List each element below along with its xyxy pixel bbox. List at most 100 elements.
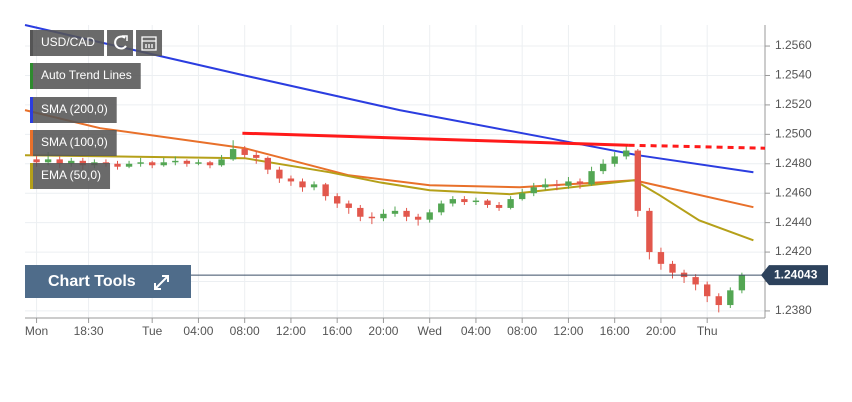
legend-item[interactable]: EMA (50,0) bbox=[30, 163, 111, 189]
candle-body bbox=[264, 157, 271, 170]
legend-item[interactable]: USD/CAD bbox=[30, 30, 105, 56]
candle-body bbox=[576, 181, 584, 185]
candle-body bbox=[380, 213, 387, 219]
y-tick-label: 1.2540 bbox=[775, 68, 812, 82]
candle-body bbox=[669, 263, 676, 273]
candle-body bbox=[507, 199, 514, 208]
candle-body bbox=[565, 181, 572, 186]
candle-body bbox=[634, 150, 641, 211]
y-tick-label: 1.2460 bbox=[775, 185, 812, 199]
x-tick-label: Wed bbox=[417, 324, 441, 338]
last-price-label: 1.24043 bbox=[774, 267, 818, 281]
legend-box bbox=[30, 130, 117, 156]
x-tick-label: 12:00 bbox=[553, 324, 583, 338]
indicator-line bbox=[24, 109, 754, 209]
candle-body bbox=[149, 162, 156, 166]
candle-body bbox=[172, 160, 179, 163]
x-tick-label: 04:00 bbox=[183, 324, 213, 338]
candle-body bbox=[449, 199, 456, 204]
legend-box bbox=[30, 63, 141, 89]
candle-body bbox=[56, 159, 63, 164]
y-tick-label: 1.2520 bbox=[775, 97, 812, 111]
candle-body bbox=[218, 159, 225, 166]
candle-body bbox=[299, 181, 306, 188]
candle-body bbox=[461, 199, 468, 203]
candle-body bbox=[334, 196, 341, 204]
legend-box bbox=[30, 30, 105, 56]
x-tick-label: 20:00 bbox=[646, 324, 676, 338]
candle-body bbox=[657, 252, 665, 264]
refresh-arrow bbox=[122, 35, 128, 41]
candle-body bbox=[553, 184, 561, 186]
trend-projection bbox=[628, 143, 766, 150]
calendar-icon bbox=[141, 36, 157, 51]
candle-body bbox=[322, 184, 329, 197]
x-tick-label: 04:00 bbox=[461, 324, 491, 338]
y-tick-label: 1.2420 bbox=[775, 244, 812, 258]
legend-item[interactable]: Auto Trend Lines bbox=[30, 63, 141, 89]
candle-body bbox=[160, 162, 167, 166]
candle-body bbox=[715, 296, 722, 306]
chart-tools-button[interactable]: Chart Tools bbox=[25, 265, 191, 298]
candle-body bbox=[738, 275, 746, 291]
candle-body bbox=[137, 162, 144, 164]
candle-body bbox=[403, 210, 410, 217]
y-tick-label: 1.2500 bbox=[775, 127, 812, 141]
legend-label: USD/CAD bbox=[41, 35, 95, 49]
expand-icon bbox=[154, 275, 169, 290]
x-tick-label: 16:00 bbox=[600, 324, 630, 338]
legend: USD/CAD Auto Trend Lines SMA (200,0) SMA (1… bbox=[30, 30, 163, 189]
candle-body bbox=[195, 162, 202, 164]
candle-body bbox=[438, 203, 445, 213]
candle-body bbox=[287, 178, 295, 182]
trend-line bbox=[242, 131, 629, 147]
candle-body bbox=[276, 169, 283, 179]
legend-swatch bbox=[30, 97, 33, 123]
candle-body bbox=[646, 210, 653, 253]
toolbar-button[interactable] bbox=[107, 30, 134, 56]
y-tick-label: 1.2440 bbox=[775, 215, 812, 229]
x-tick-label: 08:00 bbox=[507, 324, 537, 338]
refresh-icon bbox=[114, 35, 127, 50]
x-tick-label: 16:00 bbox=[322, 324, 352, 338]
legend-item[interactable]: SMA (100,0) bbox=[30, 130, 117, 156]
y-tick-label: 1.2380 bbox=[775, 303, 812, 317]
x-tick-label: 12:00 bbox=[276, 324, 306, 338]
candle-body bbox=[611, 156, 618, 164]
candle-body bbox=[368, 216, 376, 219]
legend-box bbox=[30, 97, 117, 123]
candle-body bbox=[692, 277, 699, 285]
candle-body bbox=[241, 149, 248, 155]
candle-body bbox=[68, 160, 75, 164]
candle-body bbox=[391, 210, 399, 214]
y-tick-label: 1.2560 bbox=[775, 38, 812, 52]
candle-body bbox=[44, 159, 52, 163]
legend-label: SMA (100,0) bbox=[41, 135, 108, 149]
legend-label: SMA (200,0) bbox=[41, 102, 108, 116]
candle-body bbox=[704, 284, 711, 297]
legend-item[interactable]: SMA (200,0) bbox=[30, 97, 117, 123]
candle-body bbox=[357, 207, 364, 217]
toolbar-button[interactable] bbox=[136, 30, 163, 56]
x-tick-label: 18:30 bbox=[74, 324, 104, 338]
legend-box bbox=[30, 163, 111, 189]
candle-body bbox=[206, 162, 214, 166]
legend-label: EMA (50,0) bbox=[41, 168, 101, 182]
candle-body bbox=[114, 163, 121, 167]
candle-body bbox=[519, 193, 526, 200]
x-tick-label: 20:00 bbox=[368, 324, 398, 338]
candle-body bbox=[183, 160, 191, 164]
x-tick-label: Thu bbox=[697, 324, 718, 338]
x-tick-label: 08:00 bbox=[230, 324, 260, 338]
x-tick-label: Mon bbox=[25, 324, 48, 338]
candle-body bbox=[588, 171, 595, 185]
candle-body bbox=[484, 200, 491, 205]
legend-swatch bbox=[30, 130, 33, 156]
candle-body bbox=[623, 150, 630, 157]
candle-body bbox=[414, 216, 422, 220]
x-tick-label: Tue bbox=[142, 324, 163, 338]
candle-body bbox=[426, 212, 433, 220]
legend-label: Auto Trend Lines bbox=[41, 68, 132, 82]
indicator-line bbox=[24, 24, 754, 174]
